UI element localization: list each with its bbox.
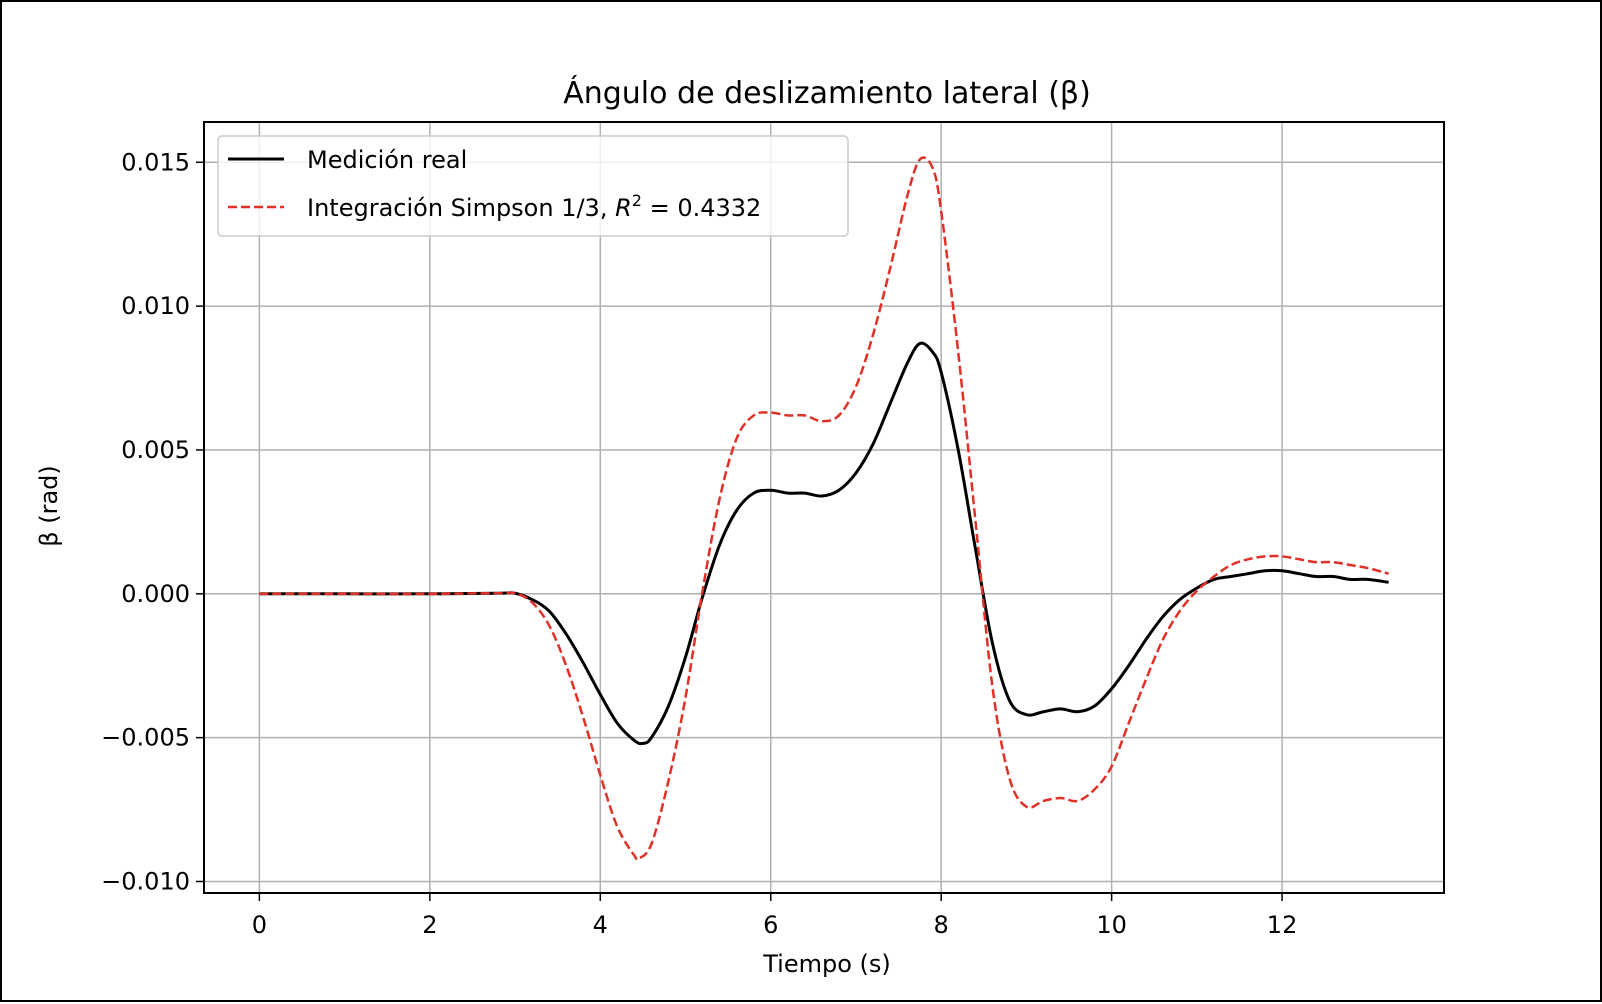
y-tick-label: 0.015 — [121, 148, 190, 176]
x-tick-label: 8 — [934, 911, 949, 939]
legend-label-medicion-real: Medición real — [307, 146, 467, 174]
legend: Medición real Integración Simpson 1/3, R… — [217, 135, 849, 237]
y-tick-label: −0.010 — [101, 867, 190, 895]
x-tick-label: 0 — [252, 911, 267, 939]
y-tick-label: 0.010 — [121, 292, 190, 320]
y-tick-label: 0.000 — [121, 580, 190, 608]
x-axis-label: Tiempo (s) — [762, 950, 891, 978]
x-tick-label: 10 — [1096, 911, 1127, 939]
series-line-medicion-real — [259, 341, 1389, 746]
y-tick-label: −0.005 — [101, 724, 190, 752]
legend-label-simpson: Integración Simpson 1/3, R2 = 0.4332 — [307, 191, 761, 222]
y-tick-label: 0.005 — [121, 436, 190, 464]
grid — [204, 122, 1444, 893]
x-tick-label: 12 — [1267, 911, 1298, 939]
y-axis-label: β (rad) — [35, 465, 63, 546]
series-line-simpson — [259, 156, 1389, 862]
legend-box — [217, 135, 849, 237]
x-tick-label: 4 — [593, 911, 608, 939]
axis-ticks: 0 2 4 6 8 10 12 −0.010 −0.005 0.000 0.005 0.010 0.01… — [101, 148, 1297, 939]
plot-area — [203, 121, 1445, 894]
x-tick-label: 6 — [763, 911, 778, 939]
series-layer — [259, 156, 1389, 862]
chart-title: Ángulo de deslizamiento lateral (β) — [563, 75, 1091, 111]
x-tick-label: 2 — [422, 911, 437, 939]
